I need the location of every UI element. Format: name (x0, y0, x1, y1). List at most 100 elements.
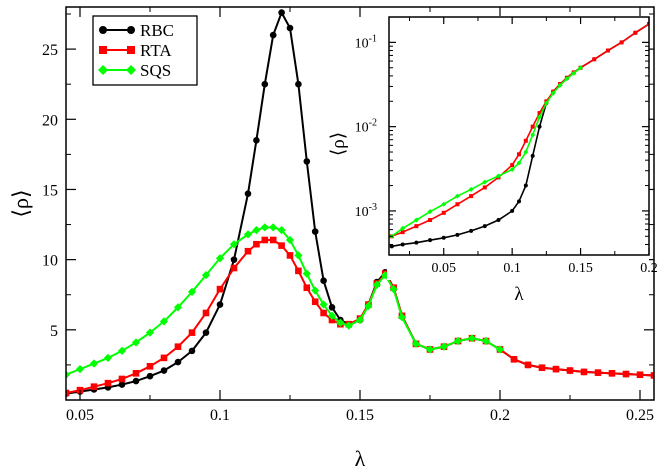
data-point-rbc (160, 367, 168, 374)
data-point-rbc (230, 256, 238, 263)
data-point-rta (650, 372, 654, 379)
data-point-rta (278, 242, 285, 249)
data-point-sqs (344, 321, 353, 330)
main-series-group (66, 9, 654, 397)
legend-item-sqs: SQS (98, 61, 171, 80)
inset-data-point-rbc (400, 242, 405, 247)
data-point-sqs (364, 301, 373, 311)
data-point-sqs (173, 303, 183, 312)
inset-data-point-sqs (413, 217, 419, 223)
inset-data-point-rbc (414, 240, 419, 245)
inset-data-point-rta (428, 218, 433, 223)
data-point-sqs (439, 342, 449, 351)
main-xtick-label: 0.15 (346, 407, 374, 424)
inset-xtick-label: 0.05 (431, 261, 456, 276)
legend: RBC RTA SQS (92, 15, 198, 86)
inset-data-point-sqs (400, 225, 406, 231)
data-point-rta (146, 363, 154, 370)
data-point-sqs (243, 230, 253, 239)
inset-ytick-label: 10-2 (355, 118, 377, 136)
inset-data-point-rta (537, 111, 542, 116)
inset-data-point-rta (455, 202, 460, 207)
data-point-rta (90, 383, 98, 390)
data-point-sqs (397, 313, 407, 322)
data-point-sqs (215, 254, 225, 263)
inset-data-point-sqs (441, 201, 447, 207)
data-point-rbc (303, 158, 311, 165)
inset-xtick-label: 0.1 (503, 261, 521, 276)
legend-label-sqs: SQS (140, 61, 171, 80)
data-point-sqs (187, 287, 197, 297)
main-xtick-label: 0.2 (490, 407, 510, 424)
data-point-rta (253, 240, 260, 248)
data-point-rbc (269, 31, 277, 39)
data-point-rta (174, 343, 182, 350)
main-ytick-label: 10 (42, 253, 58, 270)
data-point-sqs (89, 359, 99, 368)
inset-series-clip (389, 22, 649, 249)
inset-ylabel: ⟨ρ⟩ (328, 132, 349, 156)
inset-data-point-rbc (523, 183, 528, 188)
inset-series-group (389, 22, 649, 249)
data-point-sqs (66, 370, 71, 379)
inset-data-point-sqs (482, 179, 488, 185)
inset-data-point-rbc (389, 244, 394, 249)
main-ytick-label: 5 (50, 323, 58, 340)
inset-data-point-sqs (523, 149, 529, 155)
legend-item-rta: RTA (99, 41, 172, 60)
inset-data-point-rta (400, 230, 405, 235)
data-point-rbc (295, 80, 302, 88)
data-point-rta (580, 368, 588, 376)
data-point-rta (216, 285, 224, 293)
inset-data-point-rbc (455, 232, 460, 237)
data-point-sqs (260, 223, 269, 232)
data-point-rta (552, 365, 560, 373)
main-xtick-label: 0.25 (626, 407, 654, 424)
legend-label-rta: RTA (140, 41, 172, 60)
data-point-sqs (117, 346, 127, 355)
data-point-sqs (495, 345, 505, 354)
data-point-sqs (285, 235, 295, 245)
data-point-sqs (252, 226, 261, 235)
data-point-rbc (244, 190, 252, 197)
data-point-rta (510, 356, 518, 363)
inset-data-point-rta (633, 30, 638, 35)
inset-background (387, 16, 649, 280)
main-xtick-label: 0.1 (210, 407, 230, 424)
data-point-rbc (132, 377, 140, 385)
data-point-rbc (188, 347, 196, 355)
inset-xtick-label: 0.15 (568, 261, 593, 276)
data-point-sqs (467, 334, 477, 343)
inset-data-point-sqs (550, 90, 556, 96)
inset-data-point-sqs (427, 209, 433, 215)
inset-data-point-sqs (530, 132, 536, 138)
data-point-rta (636, 371, 644, 379)
data-point-sqs (311, 286, 320, 295)
main-axes-group: 0.05 0.1 0.15 0.2 0.25 5 10 15 20 25 λ ⟨ρ⟩ (8, 6, 655, 471)
data-point-rta (311, 298, 319, 306)
data-point-rta (244, 247, 252, 255)
data-point-rta (132, 370, 140, 377)
inset-data-point-rta (441, 210, 446, 215)
data-point-sqs (145, 328, 155, 337)
inset-frame (388, 16, 650, 256)
inset-data-point-rta (647, 22, 649, 27)
data-point-rta (303, 284, 311, 292)
legend-label-rbc: RBC (140, 21, 174, 40)
main-plot: 0.05 0.1 0.15 0.2 0.25 5 10 15 20 25 λ ⟨ρ⟩ (8, 6, 655, 471)
data-point-rbc (146, 372, 154, 380)
main-xlabel: λ (355, 446, 366, 471)
data-point-rta (188, 329, 196, 336)
data-point-rbc (328, 304, 336, 311)
inset-data-point-rbc (537, 124, 542, 129)
data-point-rta (320, 309, 327, 317)
data-point-sqs (277, 226, 286, 235)
inset-data-point-rta (523, 138, 528, 143)
data-point-sqs (481, 336, 491, 346)
data-point-sqs (336, 318, 345, 327)
inset-data-point-sqs (571, 70, 577, 76)
data-point-rta (269, 236, 277, 244)
inset-data-point-rbc (469, 228, 474, 233)
data-point-rbc (253, 137, 260, 144)
inset-data-point-rta (605, 48, 610, 53)
